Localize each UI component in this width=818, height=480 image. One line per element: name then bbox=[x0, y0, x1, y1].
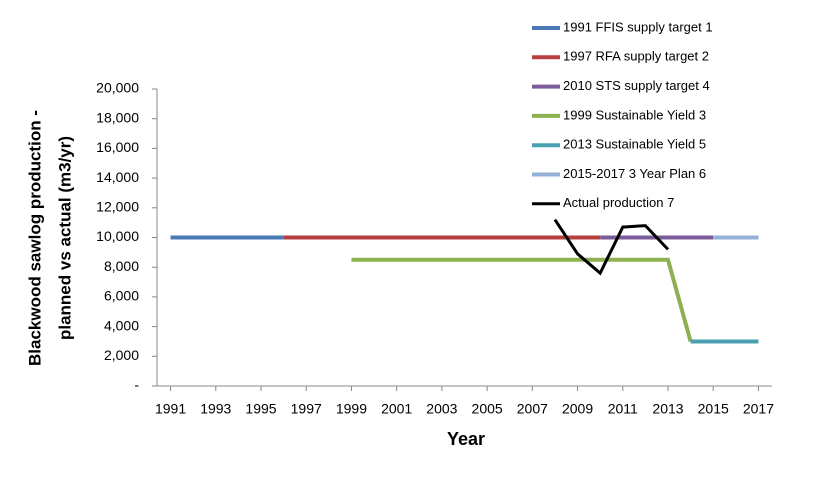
y-tick-label: 2,000 bbox=[104, 347, 139, 363]
x-tick-label: 2003 bbox=[426, 401, 457, 417]
y-axis-title-line: Blackwood sawlog production - bbox=[25, 110, 44, 366]
legend-label: 2010 STS supply target 4 bbox=[563, 78, 710, 93]
series-line bbox=[553, 218, 670, 276]
y-axis-title-line: planned vs actual (m3/yr) bbox=[55, 136, 74, 340]
series-line bbox=[351, 257, 693, 342]
legend-label: 1997 RFA supply target 2 bbox=[563, 49, 709, 64]
y-tick-label: 18,000 bbox=[96, 109, 139, 125]
legend-label: 2015-2017 3 Year Plan 6 bbox=[563, 166, 706, 181]
legend-label: 2013 Sustainable Yield 5 bbox=[563, 137, 706, 152]
x-tick-label: 1995 bbox=[245, 401, 276, 417]
x-tick-label: 1997 bbox=[291, 401, 322, 417]
x-tick-label: 2009 bbox=[562, 401, 593, 417]
x-tick-label: 2001 bbox=[381, 401, 412, 417]
legend-label: 1999 Sustainable Yield 3 bbox=[563, 107, 706, 122]
y-tick-label: 14,000 bbox=[96, 169, 139, 185]
y-tick-label: 4,000 bbox=[104, 317, 139, 333]
y-tick-label: 12,000 bbox=[96, 199, 139, 215]
x-tick-label: 2017 bbox=[743, 401, 774, 417]
x-tick-label: 2007 bbox=[517, 401, 548, 417]
x-axis-title: Year bbox=[447, 429, 485, 449]
x-tick-label: 1993 bbox=[200, 401, 231, 417]
x-tick-label: 2005 bbox=[472, 401, 503, 417]
x-tick-label: 2013 bbox=[652, 401, 683, 417]
y-tick-label: - bbox=[134, 377, 139, 393]
y-tick-label: 8,000 bbox=[104, 258, 139, 274]
y-tick-label: 10,000 bbox=[96, 228, 139, 244]
y-tick-label: 6,000 bbox=[104, 288, 139, 304]
x-tick-label: 2011 bbox=[608, 401, 638, 417]
y-tick-label: 20,000 bbox=[96, 80, 139, 96]
x-tick-label: 1999 bbox=[336, 401, 367, 417]
y-tick-label: 16,000 bbox=[96, 139, 139, 155]
legend-label: 1991 FFIS supply target 1 bbox=[563, 19, 713, 34]
y-axis-title: Blackwood sawlog production - planned vs… bbox=[25, 110, 74, 366]
x-tick-label: 1991 bbox=[155, 401, 186, 417]
x-tick-label: 2015 bbox=[698, 401, 729, 417]
legend-label: Actual production 7 bbox=[563, 195, 674, 210]
